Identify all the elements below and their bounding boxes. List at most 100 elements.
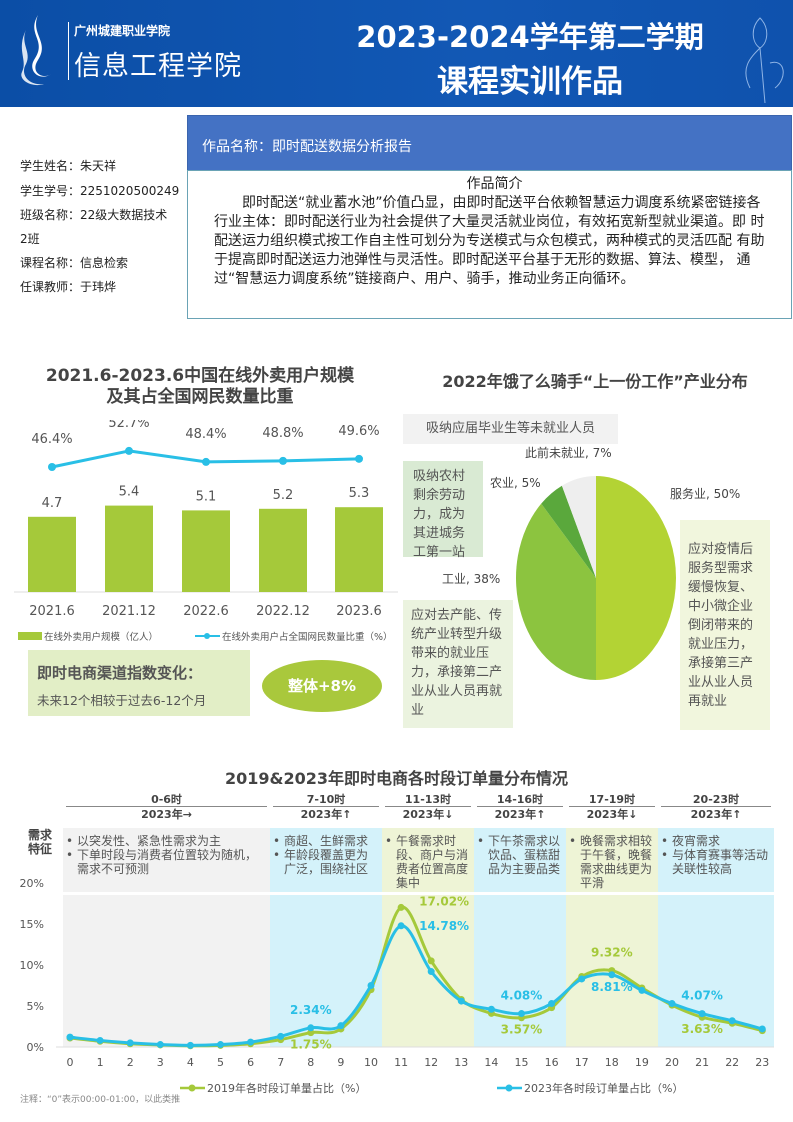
- work-title: 作品名称：即时配送数据分析报告: [187, 115, 792, 171]
- teacher-name: 任课教师：于玮烨: [20, 280, 117, 294]
- x-tick-label: 16: [545, 1056, 559, 1069]
- feature-item: 商超、生鲜需求: [273, 834, 378, 848]
- period-arrow-icon: [273, 806, 379, 807]
- y-tick-label: 10%: [20, 959, 44, 972]
- share-label: 49.6%: [338, 424, 379, 439]
- period-features: 晚餐需求相较于午餐，晚餐需求曲线更为平滑: [566, 828, 658, 892]
- period-arrow-icon: [569, 806, 655, 807]
- period-range: 7-10时: [306, 793, 346, 806]
- period-range: 20-23时: [692, 793, 740, 806]
- data-label: 3.63%: [681, 1022, 723, 1036]
- feature-label: 需求特征: [28, 828, 53, 856]
- series-point: [457, 997, 465, 1005]
- share-point: [202, 457, 210, 466]
- x-tick-label: 2022.6: [183, 604, 229, 619]
- data-label: 2.34%: [290, 1003, 332, 1017]
- legend-2019-marker: [188, 1084, 196, 1092]
- x-tick-label: 15: [515, 1056, 529, 1069]
- bar: [105, 505, 153, 592]
- bar-label: 5.1: [196, 489, 217, 504]
- school-name: 广州城建职业学院: [74, 24, 171, 38]
- data-label: 1.75%: [290, 1038, 332, 1052]
- logo-divider: [68, 22, 69, 80]
- college-logo-icon: [21, 15, 52, 86]
- series-point: [307, 1024, 315, 1032]
- series-point: [427, 957, 435, 965]
- share-label: 48.8%: [262, 426, 303, 441]
- period-trend: 2023年↓: [586, 808, 638, 821]
- x-tick-label: 7: [277, 1056, 284, 1069]
- x-tick-label: 22: [725, 1056, 739, 1069]
- period-band: [474, 895, 566, 1047]
- share-point: [125, 446, 133, 455]
- x-tick-label: 12: [424, 1056, 438, 1069]
- college-name: 信息工程学院: [74, 51, 242, 82]
- pie-label: 服务业, 50%: [670, 486, 740, 501]
- legend-2023-label: 2023年各时段订单量占比（%）: [524, 1081, 683, 1095]
- feature-item: 夜宵需求: [661, 834, 770, 848]
- period-features: 以突发性、紧急性需求为主下单时段与消费者位置较为随机，需求不可预测: [63, 828, 270, 892]
- series-point: [277, 1032, 285, 1040]
- index-box-subtitle: 未来12个相较于过去6-12个月: [37, 693, 207, 708]
- series-point: [126, 1039, 134, 1047]
- series-point: [337, 1022, 345, 1030]
- feature-item: 下午茶需求以饮品、蛋糕甜品为主要品类: [477, 834, 562, 876]
- x-tick-label: 2: [127, 1056, 134, 1069]
- period-range: 14-16时: [496, 793, 544, 806]
- data-label: 3.57%: [501, 1023, 543, 1037]
- bar-label: 5.4: [119, 485, 140, 500]
- y-tick-label: 15%: [20, 918, 44, 931]
- period-trend: 2023年↑: [494, 808, 546, 821]
- series-point: [397, 922, 405, 930]
- bar: [335, 507, 383, 592]
- data-label: 4.07%: [681, 989, 723, 1003]
- users-chart-title: 2021.6-2023.6中国在线外卖用户规模 及其占全国网民数量比重: [0, 366, 400, 408]
- feature-item: 与体育赛事等活动关联性较高: [661, 848, 770, 876]
- x-tick-label: 20: [665, 1056, 679, 1069]
- period-band: [63, 895, 270, 1047]
- x-tick-label: 14: [484, 1056, 498, 1069]
- period-arrow-icon: [477, 806, 563, 807]
- period-band: [270, 895, 382, 1047]
- banner-title-line2: 课程实训作品: [437, 64, 623, 100]
- period-trend: 2023年↓: [402, 808, 454, 821]
- feature-item: 晚餐需求相较于午餐，晚餐需求曲线更为平滑: [569, 834, 654, 890]
- series-point: [548, 1000, 556, 1008]
- period-trend: 2023年↑: [690, 808, 742, 821]
- x-tick-label: 4: [187, 1056, 194, 1069]
- data-label: 17.02%: [419, 894, 469, 908]
- legend-line-marker: [204, 633, 210, 639]
- legend-bar-swatch: [18, 632, 42, 640]
- period-trend: 2023年↑: [300, 808, 352, 821]
- x-tick-label: 19: [635, 1056, 649, 1069]
- x-tick-label: 0: [67, 1056, 74, 1069]
- pie-label: 农业, 5%: [490, 476, 541, 490]
- share-label: 48.4%: [185, 427, 226, 442]
- share-point: [355, 454, 363, 463]
- series-point: [397, 903, 405, 911]
- index-badge: 整体+8%: [262, 660, 382, 712]
- hourly-chart-title: 2019&2023年即时电商各时段订单量分布情况: [224, 769, 569, 788]
- series-point: [307, 1029, 315, 1037]
- x-tick-label: 5: [217, 1056, 224, 1069]
- series-point: [578, 975, 586, 983]
- series-point: [487, 1005, 495, 1013]
- x-tick-label: 2023.6: [336, 604, 382, 619]
- share-label: 46.4%: [31, 432, 72, 447]
- series-point: [427, 968, 435, 976]
- y-tick-label: 5%: [27, 1000, 44, 1013]
- y-tick-label: 0%: [27, 1041, 44, 1054]
- series-point: [758, 1025, 766, 1033]
- period-arrow-icon: [661, 806, 771, 807]
- series-point: [217, 1041, 224, 1049]
- series-point: [698, 1010, 706, 1018]
- pie-slice: [516, 503, 596, 680]
- legend-2019-label: 2019年各时段订单量占比（%）: [207, 1081, 366, 1095]
- period-arrow-icon: [66, 806, 267, 807]
- x-tick-label: 18: [605, 1056, 619, 1069]
- annotation-unemployed: 吸纳应届毕业生等未就业人员: [403, 414, 618, 444]
- users-chart-title-line1: 2021.6-2023.6中国在线外卖用户规模: [45, 366, 355, 386]
- series-point: [367, 982, 375, 989]
- period-range: 17-19时: [588, 793, 636, 806]
- feature-item: 年龄段覆盖更为广泛，围绕社区: [273, 848, 378, 876]
